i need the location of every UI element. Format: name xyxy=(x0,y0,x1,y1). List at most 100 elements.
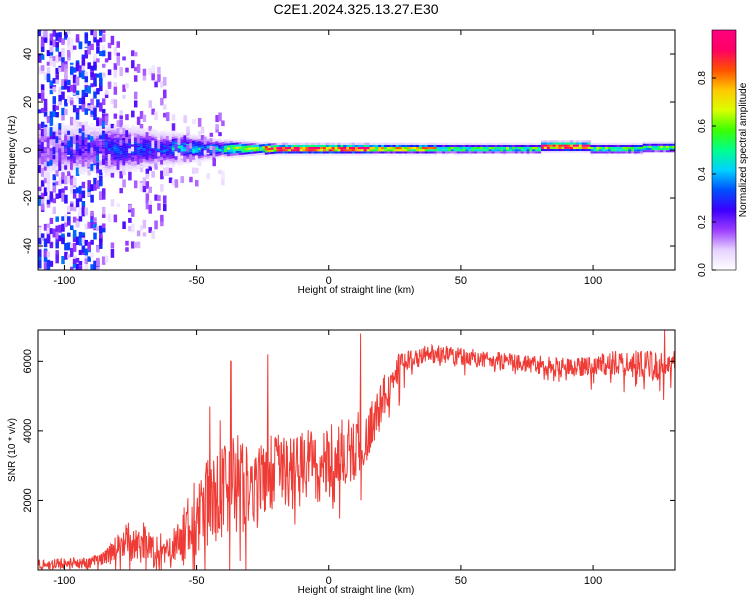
heatmap-cell xyxy=(69,43,74,53)
heatmap-cell xyxy=(494,142,498,145)
heatmap-cell xyxy=(81,232,86,237)
heatmap-cell xyxy=(64,98,68,105)
heatmap-cell xyxy=(634,153,638,156)
heatmap-cell xyxy=(651,147,655,151)
heatmap-cell xyxy=(93,156,97,164)
heatmap-cell xyxy=(145,140,150,144)
heatmap-cell xyxy=(165,161,170,165)
heatmap-cell xyxy=(58,172,62,175)
heatmap-cell xyxy=(195,144,199,147)
heatmap-cell xyxy=(104,127,109,130)
heatmap-cell xyxy=(116,137,121,140)
heatmap-cell xyxy=(381,147,385,150)
heatmap-cell xyxy=(128,138,132,141)
heatmap-cell xyxy=(122,168,126,171)
heatmap-cell xyxy=(96,162,100,170)
heatmap-cell xyxy=(183,135,187,143)
heatmap-cell xyxy=(529,142,533,145)
heatmap-cell xyxy=(104,113,109,119)
heatmap-cell xyxy=(133,169,138,172)
heatmap-cell xyxy=(84,37,89,44)
heatmap-cell xyxy=(104,89,109,95)
heatmap-cell xyxy=(69,66,74,75)
heatmap-cell xyxy=(288,142,292,145)
heatmap-cell xyxy=(381,149,385,152)
heatmap-cell xyxy=(226,145,231,148)
heatmap-cell xyxy=(58,138,62,141)
heatmap-cell xyxy=(40,88,45,93)
heatmap-cell xyxy=(526,149,530,152)
heatmap-cell xyxy=(392,153,397,156)
heatmap-cell xyxy=(232,149,237,152)
heatmap-cell xyxy=(43,140,48,143)
heatmap-cell xyxy=(197,141,202,144)
heatmap-cell xyxy=(363,149,368,152)
heatmap-cell xyxy=(314,149,318,152)
heatmap-cell xyxy=(67,164,71,167)
heatmap-cell xyxy=(209,138,214,143)
heatmap-cell xyxy=(43,250,48,257)
heatmap-cell xyxy=(424,153,429,156)
heatmap-cell xyxy=(538,149,542,152)
heatmap-cell xyxy=(192,140,196,143)
heatmap-cell xyxy=(366,151,371,154)
heatmap-cell xyxy=(357,151,362,154)
heatmap-cell xyxy=(610,149,615,152)
heatmap-cell xyxy=(58,32,62,38)
heatmap-cell xyxy=(392,144,397,147)
heatmap-cell xyxy=(84,108,89,115)
heatmap-cell xyxy=(634,151,638,154)
heatmap-cell xyxy=(523,144,528,147)
heatmap-cell xyxy=(78,65,83,71)
heatmap-cell xyxy=(116,41,121,48)
heatmap-cell xyxy=(75,220,80,227)
heatmap-cell xyxy=(445,153,449,156)
heatmap-cell xyxy=(67,216,71,225)
heatmap-cell xyxy=(293,149,298,152)
heatmap-cell xyxy=(101,140,106,143)
heatmap-cell xyxy=(61,223,65,232)
heatmap-cell xyxy=(67,135,71,139)
heatmap-cell xyxy=(375,149,379,152)
heatmap-cell xyxy=(46,251,51,258)
heatmap-cell xyxy=(38,227,42,235)
heatmap-cell xyxy=(87,155,91,162)
heatmap-cell xyxy=(331,149,336,152)
heatmap-cell xyxy=(78,157,83,160)
heatmap-cell xyxy=(334,149,339,152)
bottom-x-axis-label: Height of straight line (km) xyxy=(298,585,415,596)
heatmap-cell xyxy=(634,144,638,147)
heatmap-cell xyxy=(93,91,97,99)
heatmap-cell xyxy=(218,153,222,156)
heatmap-cell xyxy=(631,144,635,147)
heatmap-cell xyxy=(81,170,86,173)
heatmap-cell xyxy=(110,151,115,154)
heatmap-cell xyxy=(349,144,353,147)
heatmap-cell xyxy=(631,142,635,145)
heatmap-cell xyxy=(116,143,121,146)
heatmap-cell xyxy=(104,155,109,158)
heatmap-cell xyxy=(96,58,100,63)
heatmap-cell xyxy=(64,108,68,116)
heatmap-cell xyxy=(104,168,109,171)
heatmap-cell xyxy=(654,150,658,153)
heatmap-cell xyxy=(104,163,109,167)
heatmap-cell xyxy=(311,142,315,145)
heatmap-cell xyxy=(128,136,132,139)
heatmap-cell xyxy=(354,151,359,154)
heatmap-cell xyxy=(52,96,57,104)
heatmap-cell xyxy=(81,153,86,156)
heatmap-cell xyxy=(636,151,641,154)
heatmap-cell xyxy=(151,156,155,159)
heatmap-cell xyxy=(110,242,115,249)
heatmap-cell xyxy=(180,145,184,148)
heatmap-cell xyxy=(43,148,48,152)
heatmap-cell xyxy=(372,153,376,156)
heatmap-cell xyxy=(192,146,196,150)
heatmap-cell xyxy=(581,142,586,145)
heatmap-cell xyxy=(160,221,164,227)
heatmap-cell xyxy=(561,146,565,149)
heatmap-cell xyxy=(75,159,80,162)
heatmap-cell xyxy=(325,149,330,152)
heatmap-cell xyxy=(52,161,57,165)
